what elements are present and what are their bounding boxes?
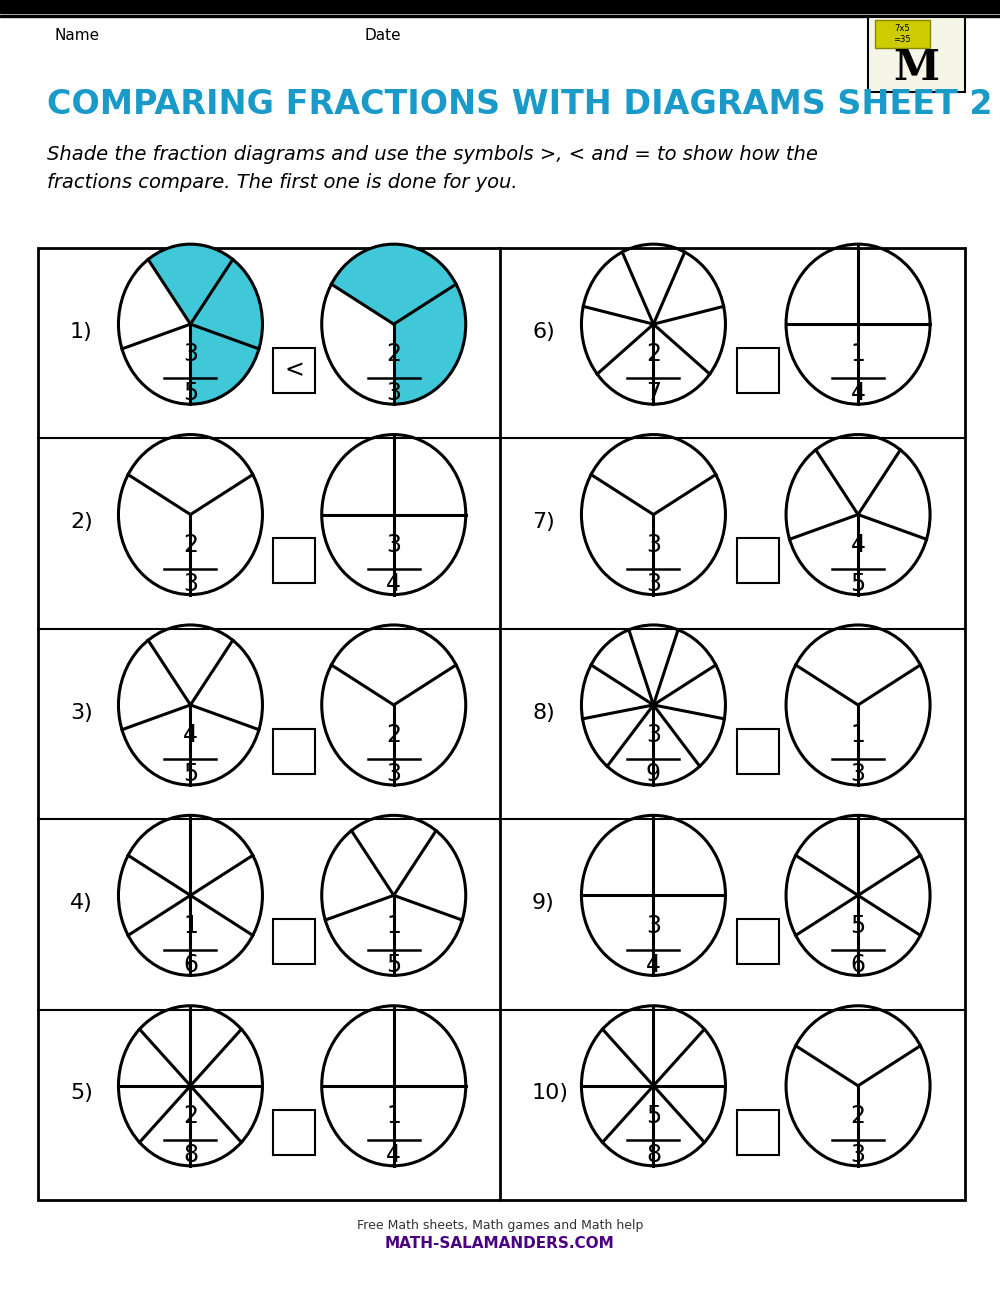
Text: 9: 9 [646, 762, 661, 787]
Text: 1: 1 [183, 914, 198, 938]
Bar [737, 538, 779, 584]
Bar [0, 0, 1000, 13]
Text: 5): 5) [70, 1083, 93, 1104]
Text: 2: 2 [386, 343, 401, 366]
Text: 2: 2 [183, 1104, 198, 1128]
Bar [0, 16, 1000, 17]
Text: 10): 10) [532, 1083, 569, 1104]
Text: 3: 3 [851, 1143, 866, 1167]
Text: 7x5
=35: 7x5 =35 [893, 25, 911, 44]
Text: 5: 5 [646, 1104, 661, 1128]
Bar [875, 19, 930, 48]
Bar [273, 1109, 315, 1154]
Text: 3: 3 [646, 533, 661, 556]
Text: 4: 4 [851, 533, 866, 556]
Polygon shape [148, 245, 233, 325]
Polygon shape [190, 259, 262, 349]
Text: 3): 3) [70, 703, 93, 722]
Polygon shape [394, 285, 466, 404]
Bar [737, 729, 779, 774]
Text: 2: 2 [646, 343, 661, 366]
Text: Date: Date [365, 27, 402, 43]
Text: 3: 3 [646, 914, 661, 938]
Text: 8): 8) [532, 703, 555, 722]
Text: COMPARING FRACTIONS WITH DIAGRAMS SHEET 2: COMPARING FRACTIONS WITH DIAGRAMS SHEET … [47, 88, 992, 122]
Polygon shape [190, 325, 259, 404]
Text: 6: 6 [851, 952, 866, 977]
Text: 5: 5 [850, 572, 866, 595]
Bar [273, 538, 315, 584]
Bar [38, 248, 965, 1200]
Polygon shape [331, 245, 456, 325]
Text: 4: 4 [183, 723, 198, 747]
Bar [737, 919, 779, 964]
Text: MATH-SALAMANDERS.COM: MATH-SALAMANDERS.COM [385, 1236, 615, 1250]
Text: 4: 4 [386, 1143, 401, 1167]
Bar [737, 1109, 779, 1154]
Text: 1: 1 [851, 723, 865, 747]
Text: 5: 5 [183, 382, 198, 405]
Text: 2: 2 [183, 533, 198, 556]
Text: 6: 6 [183, 952, 198, 977]
Text: 9): 9) [532, 893, 555, 914]
Text: 2: 2 [386, 723, 401, 747]
Text: 5: 5 [850, 914, 866, 938]
Text: 1: 1 [386, 1104, 401, 1128]
Text: Name: Name [55, 27, 100, 43]
Bar [273, 348, 315, 393]
Text: Shade the fraction diagrams and use the symbols >, < and = to show how the: Shade the fraction diagrams and use the … [47, 145, 818, 164]
Text: 3: 3 [183, 343, 198, 366]
Bar [868, 17, 965, 92]
Text: 3: 3 [646, 723, 661, 747]
Text: 6): 6) [532, 322, 555, 342]
Text: 7): 7) [532, 512, 555, 532]
Bar [737, 348, 779, 393]
Text: 8: 8 [183, 1143, 198, 1167]
Text: 5: 5 [183, 762, 198, 787]
Text: fractions compare. The first one is done for you.: fractions compare. The first one is done… [47, 173, 518, 193]
Bar [273, 919, 315, 964]
Text: 5: 5 [386, 952, 401, 977]
Text: 3: 3 [183, 572, 198, 595]
Text: Free Math sheets, Math games and Math help: Free Math sheets, Math games and Math he… [357, 1219, 643, 1232]
Text: M: M [893, 47, 939, 89]
Text: 4: 4 [386, 572, 401, 595]
Text: 3: 3 [386, 382, 401, 405]
Text: 1: 1 [851, 343, 865, 366]
Text: 4): 4) [70, 893, 93, 914]
Text: 4: 4 [646, 952, 661, 977]
Text: 3: 3 [386, 533, 401, 556]
Text: 1): 1) [70, 322, 93, 342]
Text: 2: 2 [851, 1104, 866, 1128]
Text: 4: 4 [851, 382, 866, 405]
Text: 1: 1 [386, 914, 401, 938]
Text: 3: 3 [386, 762, 401, 787]
Text: 3: 3 [851, 762, 866, 787]
Text: 7: 7 [646, 382, 661, 405]
Text: 8: 8 [646, 1143, 661, 1167]
Text: 2): 2) [70, 512, 93, 532]
Text: <: < [284, 358, 304, 383]
Bar [273, 729, 315, 774]
Text: 3: 3 [646, 572, 661, 595]
